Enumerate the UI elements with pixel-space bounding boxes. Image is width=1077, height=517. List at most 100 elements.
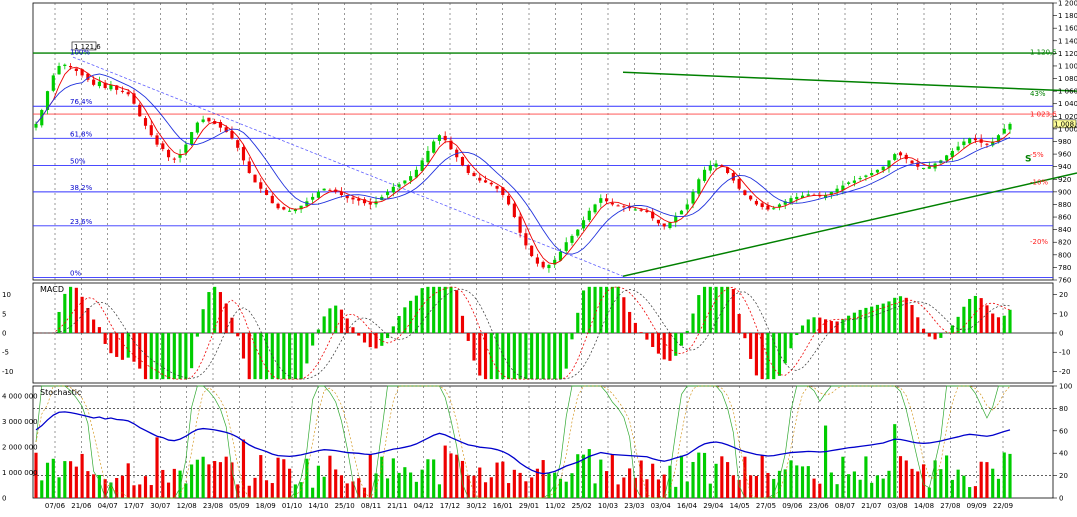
x-tick-label: 23/08: [203, 502, 223, 510]
right-annotation: S: [1025, 155, 1031, 165]
macd-bar: [847, 316, 850, 333]
volume-bar: [386, 478, 389, 498]
macd-bar: [426, 287, 429, 333]
macd-right-tick-label: 0: [1059, 330, 1063, 338]
macd-left-tick: 10: [2, 291, 11, 299]
candle: [438, 135, 441, 141]
candle: [957, 147, 960, 151]
stochastic-right-tick-label: 40: [1059, 450, 1068, 458]
volume-bar: [634, 478, 637, 498]
macd-bar: [75, 288, 78, 333]
candle: [196, 123, 199, 133]
volume-bar: [812, 479, 815, 498]
candle: [605, 198, 608, 201]
x-tick-label: 16/01: [493, 502, 513, 510]
y-tick-label: 1 200: [1058, 0, 1077, 8]
macd-bar: [415, 296, 418, 333]
macd-right-tick-label: -20: [1059, 368, 1070, 376]
volume-bar: [542, 460, 545, 498]
macd-bar: [1008, 310, 1011, 333]
macd-bar: [276, 333, 279, 379]
volume-bar: [490, 477, 493, 498]
macd-bar: [421, 288, 424, 333]
candle: [703, 170, 706, 181]
macd-bar: [230, 318, 233, 333]
volume-bar: [755, 476, 758, 498]
macd-left-tick: 0: [2, 330, 6, 338]
candle: [403, 181, 406, 184]
macd-bar: [467, 333, 470, 341]
candle: [876, 170, 879, 173]
macd-bar: [253, 333, 256, 379]
candle: [490, 183, 493, 185]
macd-title: MACD: [40, 285, 64, 294]
macd-right-tick-label: 20: [1059, 291, 1068, 299]
candle: [513, 204, 516, 217]
macd-bar: [351, 327, 354, 333]
volume-bar: [686, 482, 689, 498]
candle: [593, 204, 596, 212]
candle: [968, 138, 971, 143]
x-tick-label: 27/08: [940, 502, 960, 510]
x-tick-label: 23/06: [809, 502, 830, 510]
volume-bar: [138, 484, 141, 498]
candle: [910, 161, 913, 164]
macd-bar: [357, 333, 360, 336]
y-tick-label: 1 100: [1058, 62, 1077, 70]
macd-bar: [271, 333, 274, 379]
candle: [288, 211, 291, 212]
y-tick-label: 1 140: [1058, 37, 1077, 45]
x-tick-label: 09/09: [967, 502, 987, 510]
candle: [69, 66, 72, 67]
volume-bar: [882, 479, 885, 498]
macd-bar: [86, 308, 89, 333]
candle: [461, 157, 464, 165]
x-tick-label: 22/09: [993, 502, 1013, 510]
macd-bar: [495, 333, 498, 379]
fibonacci-label: 76,4%: [70, 98, 93, 106]
macd-bar: [248, 333, 251, 379]
volume-bar: [409, 473, 412, 498]
macd-bar: [542, 333, 545, 379]
macd-bar: [57, 312, 60, 333]
candle: [392, 187, 395, 192]
candle: [409, 176, 412, 181]
candle: [617, 205, 620, 206]
macd-left-tick: -5: [2, 349, 9, 357]
candle: [421, 160, 424, 171]
x-tick-label: 17/07: [124, 502, 144, 510]
volume-bar: [864, 456, 867, 498]
stochastic-right-tick-label: 60: [1059, 427, 1068, 435]
macd-bar: [553, 333, 556, 379]
candle: [52, 75, 55, 90]
x-tick-label: 27/05: [756, 502, 776, 510]
candle: [686, 204, 689, 209]
candle: [507, 196, 510, 205]
macd-bar: [968, 299, 971, 333]
volume-bar: [150, 485, 153, 498]
x-tick-label: 05/09: [229, 502, 249, 510]
x-tick-label: 11/02: [545, 502, 565, 510]
candle: [271, 196, 274, 203]
macd-bar: [484, 333, 487, 379]
volume-bar: [334, 469, 337, 498]
volume-bar: [651, 464, 654, 498]
volume-bar: [282, 459, 285, 498]
volume-bar: [593, 483, 596, 498]
volume-bar: [732, 475, 735, 498]
x-tick-label: 14/05: [730, 502, 750, 510]
macd-bar: [991, 314, 994, 333]
volume-bar: [784, 469, 787, 498]
macd-bar: [789, 333, 792, 348]
candle: [426, 151, 429, 162]
right-annotation: -5%: [1030, 151, 1044, 159]
candle: [242, 147, 245, 160]
candle: [864, 175, 867, 176]
y-tick-label: 1 120: [1058, 50, 1077, 58]
x-tick-label: 12/08: [177, 502, 197, 510]
volume-bar: [132, 485, 135, 498]
macd-bar: [628, 312, 631, 333]
volume-bar: [202, 457, 205, 498]
x-tick-label: 30/12: [466, 502, 486, 510]
macd-bar: [300, 333, 303, 379]
